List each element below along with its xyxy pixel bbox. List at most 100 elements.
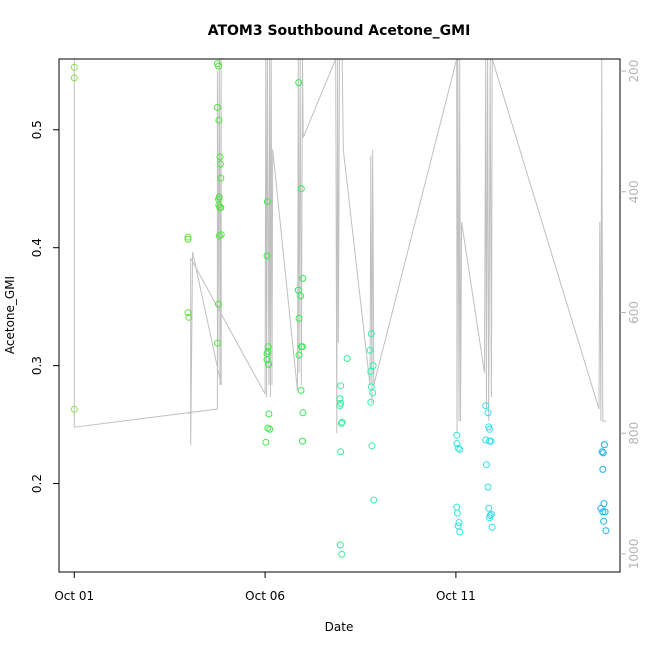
data-point (336, 395, 344, 403)
data-point (455, 519, 463, 526)
data-point (297, 386, 305, 394)
data-point (266, 425, 274, 433)
data-point (599, 508, 607, 516)
data-point (600, 500, 608, 508)
data-point (215, 300, 222, 308)
data-point (299, 274, 307, 282)
data-point (184, 309, 192, 317)
data-point (213, 339, 221, 347)
data-point (486, 514, 493, 522)
data-point (295, 351, 303, 359)
data-point (337, 382, 345, 390)
x-tick-label: Oct 06 (245, 589, 285, 603)
data-point (367, 398, 375, 406)
data-point (599, 465, 607, 473)
data-point (70, 405, 78, 413)
data-point (453, 431, 461, 439)
data-point (336, 402, 344, 410)
data-point (336, 541, 344, 549)
data-point (215, 116, 223, 124)
data-point (265, 360, 272, 368)
data-point (215, 193, 223, 201)
data-point (299, 343, 306, 351)
data-point (366, 346, 374, 354)
data-point (482, 402, 490, 410)
y2-tick-label: 800 (627, 422, 641, 445)
data-point (597, 504, 605, 512)
data-point (454, 522, 462, 530)
data-point (487, 437, 495, 445)
data-point (213, 103, 221, 111)
data-point (601, 508, 609, 516)
y2-tick-label: 200 (627, 60, 641, 83)
data-point (598, 448, 606, 456)
data-point (215, 232, 223, 240)
plot-frame (58, 58, 621, 573)
data-point (487, 510, 495, 518)
data-point (484, 409, 492, 417)
data-point (369, 389, 377, 397)
y-tick-label: 0.2 (30, 474, 44, 493)
data-point (343, 355, 351, 362)
data-point (369, 362, 377, 370)
pressure-line-layer (73, 58, 607, 446)
y2-tick-label: 400 (627, 180, 641, 203)
data-point (217, 231, 225, 239)
y2-tick-label: 1000 (627, 539, 641, 570)
pressure-series-line (73, 58, 607, 446)
data-point (294, 286, 302, 294)
data-point (488, 523, 496, 531)
data-point (299, 409, 307, 417)
data-point (367, 383, 375, 391)
data-point (453, 509, 461, 517)
data-point (216, 160, 224, 168)
x-tick-label: Oct 11 (436, 589, 476, 603)
data-point (215, 62, 222, 70)
data-point (599, 449, 607, 457)
data-point (263, 252, 271, 260)
data-point (454, 444, 462, 452)
data-point (600, 517, 608, 525)
data-point (70, 63, 78, 71)
data-point (367, 368, 375, 375)
y-tick-label: 0.3 (30, 356, 44, 375)
y-tick-label: 0.4 (30, 238, 44, 257)
data-point (299, 437, 306, 445)
data-point (453, 503, 461, 511)
x-tick-label: Oct 01 (54, 589, 94, 603)
data-point (263, 356, 271, 364)
data-point (297, 292, 305, 300)
data-point (70, 74, 78, 82)
data-point (482, 436, 490, 444)
data-point (602, 527, 610, 535)
data-point (217, 174, 225, 182)
data-point (185, 313, 193, 321)
data-point (367, 330, 375, 338)
y-axis-label: Acetone_GMI (3, 276, 17, 354)
data-point (486, 425, 493, 433)
data-point (262, 438, 270, 446)
data-point (297, 185, 305, 193)
data-point (453, 440, 461, 447)
data-point (184, 235, 192, 243)
data-point (295, 314, 303, 322)
data-point (216, 153, 224, 161)
data-point (263, 198, 271, 206)
data-point (484, 483, 492, 491)
y2-tick-label: 600 (627, 301, 641, 324)
x-axis-label: Date (325, 620, 354, 634)
data-point (456, 445, 464, 453)
data-point (264, 424, 272, 432)
y2-axis: 200 400 600 800 1000 (620, 60, 641, 570)
data-point (217, 204, 225, 212)
y-tick-label: 0.5 (30, 120, 44, 139)
data-point (482, 461, 490, 469)
data-point (337, 448, 345, 456)
y-axis: 0.2 0.3 0.4 0.5 (30, 120, 59, 493)
data-point (485, 504, 493, 512)
data-point (337, 419, 345, 427)
data-point (368, 442, 376, 450)
data-point (456, 528, 464, 536)
data-point (370, 496, 378, 504)
